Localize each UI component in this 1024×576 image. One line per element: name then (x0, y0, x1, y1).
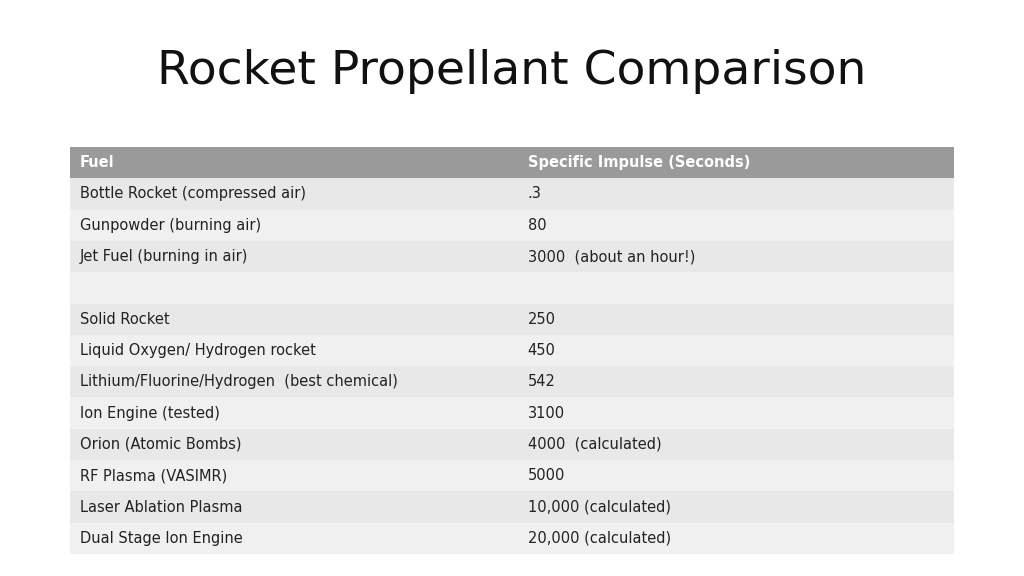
Bar (70, 147, 954, 178)
Text: Orion (Atomic Bombs): Orion (Atomic Bombs) (80, 437, 242, 452)
Text: Fuel: Fuel (80, 155, 115, 170)
Text: Laser Ablation Plasma: Laser Ablation Plasma (80, 499, 243, 514)
Text: Solid Rocket: Solid Rocket (80, 312, 170, 327)
Text: Rocket Propellant Comparison: Rocket Propellant Comparison (158, 50, 866, 94)
Text: Gunpowder (burning air): Gunpowder (burning air) (80, 218, 261, 233)
Text: 20,000 (calculated): 20,000 (calculated) (527, 531, 671, 546)
Text: 80: 80 (527, 218, 546, 233)
Bar (70, 523, 954, 554)
Text: 3100: 3100 (527, 406, 564, 420)
Text: Lithium/Fluorine/Hydrogen  (best chemical): Lithium/Fluorine/Hydrogen (best chemical… (80, 374, 397, 389)
Text: 3000  (about an hour!): 3000 (about an hour!) (527, 249, 695, 264)
Text: 5000: 5000 (527, 468, 565, 483)
Bar (70, 491, 954, 523)
Text: Jet Fuel (burning in air): Jet Fuel (burning in air) (80, 249, 248, 264)
Text: Dual Stage Ion Engine: Dual Stage Ion Engine (80, 531, 243, 546)
Bar (70, 335, 954, 366)
Bar (70, 366, 954, 397)
Text: 10,000 (calculated): 10,000 (calculated) (527, 499, 671, 514)
Text: 250: 250 (527, 312, 556, 327)
Bar (70, 460, 954, 491)
Bar (70, 304, 954, 335)
Text: RF Plasma (VASIMR): RF Plasma (VASIMR) (80, 468, 227, 483)
Text: .3: .3 (527, 187, 542, 202)
Text: Liquid Oxygen/ Hydrogen rocket: Liquid Oxygen/ Hydrogen rocket (80, 343, 315, 358)
Text: 450: 450 (527, 343, 555, 358)
Bar (70, 210, 954, 241)
Text: 4000  (calculated): 4000 (calculated) (527, 437, 662, 452)
Bar (70, 429, 954, 460)
Bar (70, 241, 954, 272)
Text: Specific Impulse (Seconds): Specific Impulse (Seconds) (527, 155, 750, 170)
Bar (70, 397, 954, 429)
Bar (70, 178, 954, 210)
Text: 542: 542 (527, 374, 555, 389)
Bar (70, 272, 954, 304)
Text: Ion Engine (tested): Ion Engine (tested) (80, 406, 220, 420)
Text: Bottle Rocket (compressed air): Bottle Rocket (compressed air) (80, 187, 306, 202)
